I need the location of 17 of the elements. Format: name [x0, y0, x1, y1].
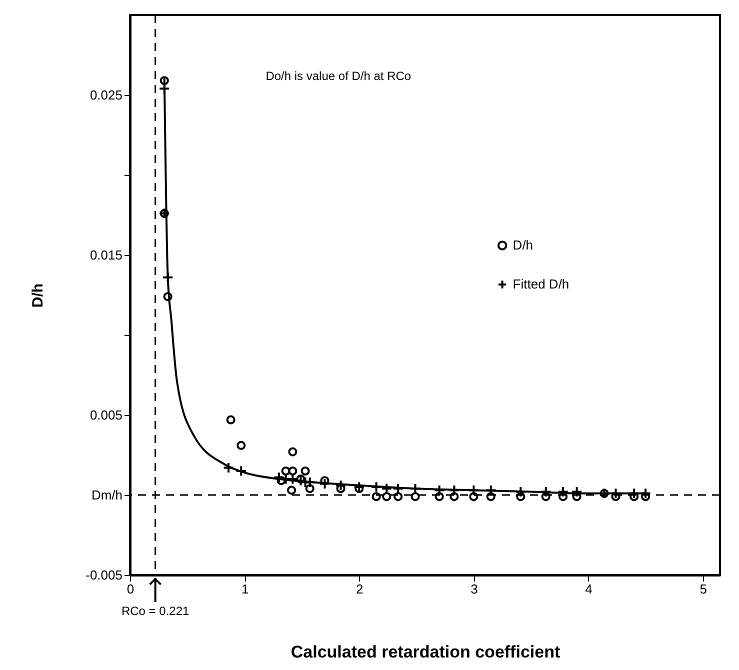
y-axis-title: D/h — [30, 283, 47, 308]
x-tick-label: 2 — [356, 582, 364, 596]
y-tick-label: 0.015 — [90, 248, 122, 262]
legend-label: Fitted D/h — [512, 276, 570, 292]
y-tick-label: 0.005 — [90, 408, 122, 422]
y-tick-label: -0.005 — [86, 568, 122, 582]
legend-label: D/h — [512, 238, 534, 252]
x-tick-label: 0 — [126, 582, 134, 596]
x-axis-title: Calculated retardation coefficient — [290, 642, 560, 662]
x-tick-label: 4 — [585, 582, 592, 596]
ref-line-label: RCo = 0.221 — [121, 604, 190, 618]
annotation: Do/h is value of D/h at RCo — [266, 69, 412, 83]
y-tick-label: Dm/h — [91, 488, 122, 502]
x-tick-label: 3 — [470, 582, 478, 596]
y-tick-label: 0.025 — [90, 88, 122, 102]
x-tick-label: 1 — [241, 582, 249, 596]
x-tick-label: 5 — [700, 582, 707, 596]
